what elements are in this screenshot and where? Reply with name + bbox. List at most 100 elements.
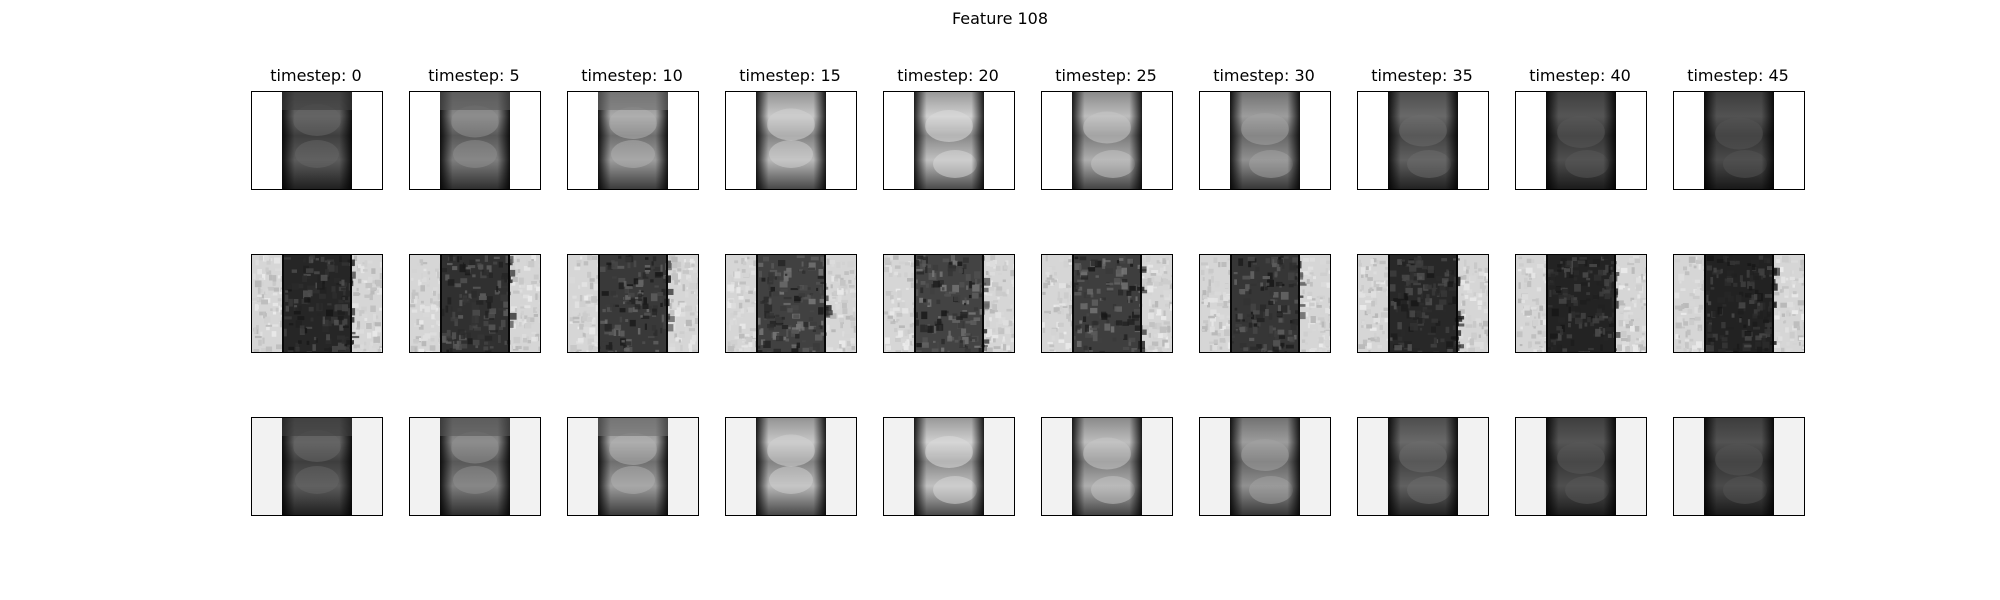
texture-speck (668, 299, 671, 304)
texture-speck (1421, 312, 1426, 318)
texture-speck (1792, 342, 1797, 346)
panel-image (252, 255, 382, 352)
texture-speck (982, 277, 991, 286)
texture-speck (1307, 323, 1310, 329)
texture-speck (280, 351, 283, 352)
texture-speck (320, 274, 328, 281)
texture-speck (341, 304, 348, 312)
texture-speck (1680, 312, 1687, 315)
panel-r1-c1 (409, 254, 541, 353)
texture-speck (478, 295, 487, 300)
texture-speck (375, 327, 381, 333)
texture-speck (1417, 318, 1423, 324)
texture-speck (471, 315, 479, 324)
texture-speck (948, 330, 951, 338)
texture-speck (986, 293, 993, 296)
texture-speck (766, 313, 774, 319)
texture-speck (1745, 294, 1749, 297)
texture-speck (381, 284, 382, 291)
texture-speck (790, 305, 799, 311)
texture-speck (1469, 297, 1477, 301)
texture-speck (1457, 310, 1461, 318)
texture-speck (1006, 308, 1012, 312)
texture-speck (671, 256, 678, 263)
texture-speck (1303, 331, 1308, 337)
texture-speck (1295, 310, 1300, 314)
texture-speck (421, 262, 428, 265)
texture-speck (1785, 348, 1793, 352)
texture-speck (1604, 292, 1611, 300)
texture-speck (783, 302, 791, 306)
texture-speck (914, 312, 918, 319)
texture-speck (257, 287, 261, 294)
texture-speck (1783, 321, 1786, 324)
texture-speck (841, 340, 846, 348)
texture-speck (1121, 282, 1128, 290)
texture-speck (787, 308, 793, 313)
texture-speck (600, 320, 608, 324)
texture-speck (1460, 275, 1467, 280)
texture-speck (1765, 331, 1771, 338)
texture-speck (1282, 264, 1285, 269)
texture-speck (607, 351, 614, 352)
texture-speck (1043, 298, 1047, 304)
texture-speck (732, 318, 737, 321)
texture-speck (989, 286, 994, 291)
texture-speck (1359, 293, 1366, 298)
texture-speck (591, 342, 598, 345)
texture-speck (985, 332, 990, 340)
texture-speck (1361, 274, 1364, 278)
texture-speck (1256, 279, 1263, 283)
texture-speck (1466, 289, 1473, 294)
texture-speck (1070, 337, 1073, 341)
texture-speck (909, 312, 915, 317)
texture-speck (794, 295, 802, 302)
texture-speck (1250, 346, 1258, 351)
texture-speck (426, 282, 430, 287)
texture-speck (1727, 295, 1734, 302)
texture-speck (1698, 327, 1701, 332)
texture-speck (1546, 305, 1553, 308)
texture-speck (1474, 262, 1478, 270)
texture-speck (1528, 342, 1531, 349)
texture-speck (696, 312, 698, 316)
texture-speck (1724, 278, 1732, 282)
texture-speck (1207, 286, 1212, 293)
texture-speck (1710, 287, 1715, 290)
texture-speck (485, 296, 493, 303)
texture-speck (1629, 260, 1635, 263)
texture-speck (1708, 301, 1712, 306)
texture-speck (816, 281, 822, 285)
texture-speck (1062, 305, 1068, 308)
texture-speck (986, 320, 990, 327)
texture-speck (412, 289, 416, 294)
texture-speck (341, 279, 345, 286)
texture-speck (447, 297, 452, 305)
texture-speck (625, 319, 629, 322)
texture-speck (1114, 306, 1122, 312)
texture-speck (373, 313, 376, 321)
texture-speck (410, 345, 418, 352)
texture-speck (275, 268, 282, 271)
texture-speck (1167, 347, 1170, 351)
texture-speck (1096, 337, 1103, 344)
texture-speck (1689, 318, 1695, 321)
texture-speck (775, 314, 780, 317)
column-title-8: timestep: 40 (1529, 66, 1631, 85)
texture-speck (982, 303, 990, 310)
texture-speck (993, 265, 996, 269)
texture-speck (454, 319, 458, 327)
texture-speck (1389, 284, 1396, 292)
texture-speck (1280, 342, 1285, 347)
texture-speck (1050, 279, 1054, 286)
texture-speck (418, 281, 422, 285)
texture-speck (1486, 336, 1488, 343)
texture-speck (1057, 322, 1064, 327)
texture-speck (341, 262, 349, 266)
texture-speck (909, 327, 916, 334)
texture-speck (1321, 321, 1325, 328)
texture-speck (1689, 348, 1694, 352)
texture-speck (645, 257, 649, 260)
texture-speck (1163, 290, 1170, 298)
texture-speck (335, 265, 339, 273)
